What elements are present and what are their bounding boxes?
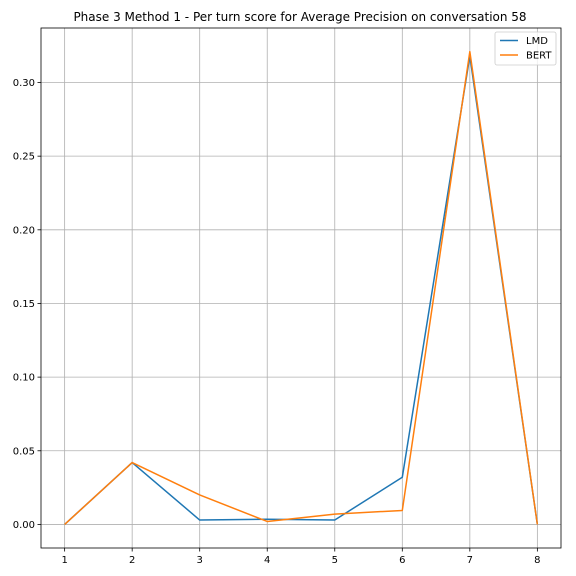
- y-tick-label: 0.20: [13, 225, 35, 236]
- legend: LMD BERT: [494, 31, 557, 66]
- x-tick-label: 1: [61, 555, 67, 566]
- x-axis: 1 2 3 4 5 6 7 8: [61, 548, 541, 566]
- x-tick-label: 6: [399, 555, 405, 566]
- series-lines: [64, 50, 539, 525]
- x-tick-label: 2: [129, 555, 135, 566]
- y-tick-label: 0.05: [13, 446, 35, 457]
- y-tick-label: 0.15: [13, 299, 35, 310]
- y-tick-label: 0.00: [13, 520, 35, 531]
- grid: [41, 28, 561, 548]
- legend-label: LMD: [526, 36, 548, 47]
- y-tick-label: 0.10: [13, 373, 35, 384]
- y-tick-label: 0.25: [13, 152, 35, 163]
- legend-label: BERT: [526, 51, 552, 62]
- y-axis: 0.00 0.05 0.10 0.15 0.20 0.25 0.30: [13, 78, 41, 531]
- series-line-bert: [64, 50, 539, 525]
- plot-frame: [40, 27, 562, 549]
- x-tick-label: 8: [534, 555, 540, 566]
- x-tick-label: 7: [467, 555, 473, 566]
- y-tick-label: 0.30: [13, 78, 35, 89]
- x-tick-label: 5: [332, 555, 338, 566]
- x-tick-label: 4: [264, 555, 270, 566]
- x-tick-label: 3: [197, 555, 203, 566]
- series-line-lmd: [64, 55, 539, 525]
- chart-title: Phase 3 Method 1 - Per turn score for Av…: [73, 10, 526, 24]
